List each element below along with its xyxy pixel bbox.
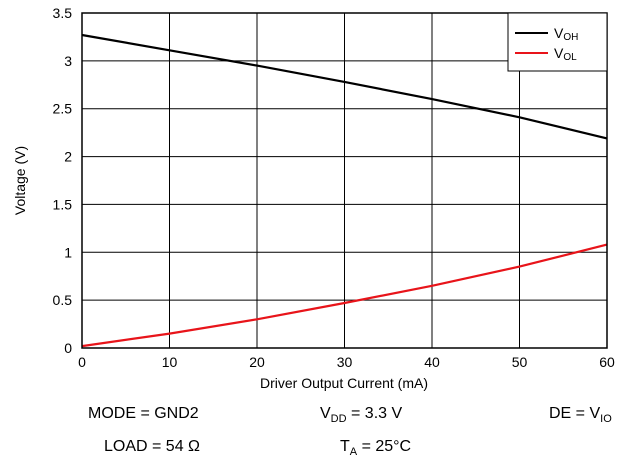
y-axis-ticks: 0 0.5 1 1.5 2 2.5 3 3.5 — [53, 5, 73, 356]
x-axis-ticks: 0 10 20 30 40 50 60 — [78, 354, 615, 370]
de-subscript: IO — [600, 413, 612, 425]
ta-value: = 25°C — [357, 438, 412, 455]
y-tick-label: 1 — [64, 244, 72, 260]
condition-load: LOAD = 54 Ω — [104, 438, 201, 455]
condition-de: DE = VIO — [549, 405, 612, 425]
y-tick-label: 0.5 — [53, 292, 73, 308]
y-tick-label: 2 — [64, 149, 72, 165]
x-tick-label: 0 — [78, 354, 86, 370]
vdd-prefix: V — [320, 405, 331, 422]
y-tick-label: 1.5 — [53, 196, 73, 212]
grid — [82, 13, 607, 348]
series-line-voh — [81, 33, 608, 140]
plot-frame — [81, 12, 608, 349]
y-tick-label: 0 — [64, 340, 72, 356]
series-layer — [81, 33, 608, 348]
x-axis-title: Driver Output Current (mA) — [260, 375, 428, 391]
series-line-vol — [81, 243, 608, 348]
legend: VOH VOL — [507, 12, 608, 72]
line-chart: 0 10 20 30 40 50 60 0 0.5 1 1.5 2 2.5 3 3.5 Driver Ou… — [12, 5, 615, 391]
vdd-subscript: DD — [330, 413, 347, 425]
condition-ta: TA = 25°C — [340, 438, 411, 458]
condition-mode: MODE = GND2 — [88, 405, 199, 422]
x-tick-label: 40 — [424, 354, 440, 370]
y-tick-label: 3 — [64, 53, 72, 69]
legend-label-voh: VOH — [554, 25, 578, 43]
x-tick-label: 60 — [599, 354, 615, 370]
y-tick-label: 3.5 — [53, 5, 73, 21]
condition-vdd: VDD = 3.3 V — [320, 405, 402, 425]
y-tick-label: 2.5 — [53, 101, 73, 117]
x-tick-label: 50 — [512, 354, 528, 370]
x-tick-label: 20 — [249, 354, 265, 370]
ta-subscript: A — [349, 446, 358, 458]
ta-prefix: T — [340, 438, 350, 455]
x-tick-label: 30 — [337, 354, 353, 370]
y-axis-title: Voltage (V) — [12, 146, 28, 215]
legend-box — [507, 12, 608, 72]
de-prefix: DE = V — [549, 405, 601, 422]
legend-label-vol: VOL — [554, 45, 577, 63]
x-tick-label: 10 — [162, 354, 178, 370]
vdd-value: = 3.3 V — [346, 405, 403, 422]
